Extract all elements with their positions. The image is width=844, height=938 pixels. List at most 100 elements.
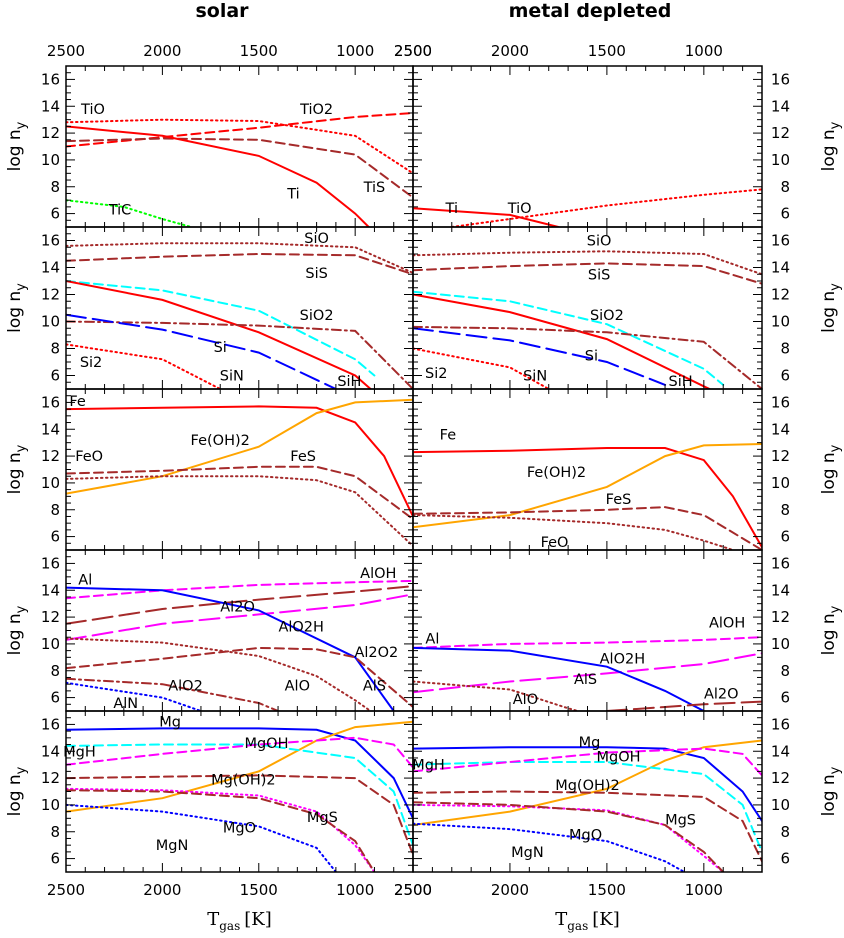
x-tick-label-bottom: 2500 — [394, 881, 432, 899]
y-tick-label-left: 16 — [41, 70, 60, 88]
series-line-r1c0-3 — [66, 280, 372, 389]
series-line-r3c1-2 — [413, 646, 705, 711]
y-tick-label-right: 6 — [780, 528, 790, 546]
y-tick-label-left: 14 — [41, 259, 60, 277]
panel-r4-c0: Mg MgH MgOH Mg(OH)2 MgS MgO MgN — [63, 710, 414, 873]
series-line-r2c1-1 — [413, 443, 762, 529]
y-tick-label-left: 12 — [41, 769, 60, 787]
x-tick-label-bottom: 2000 — [143, 881, 181, 899]
y-tick-label-left: 10 — [41, 796, 60, 814]
curve-label: SiO — [587, 234, 612, 250]
series-line-r4c1-0 — [413, 746, 762, 822]
tick-marks — [412, 388, 763, 551]
panel-r0-c0: TiO TiO2 TiS Ti TiC — [65, 65, 414, 228]
x-tick-label-bottom: 2500 — [394, 881, 432, 899]
curve-label: SiO — [304, 231, 329, 247]
series-line-r1c0-5 — [66, 313, 337, 389]
curve-label: Fe — [440, 428, 457, 444]
curve-label: MgS — [665, 813, 696, 829]
series-line-r0c0-0 — [66, 118, 413, 175]
y-tick-label-right: 14 — [771, 259, 790, 277]
series-line-r3c0-0 — [66, 579, 413, 600]
y-axis-label-left: log ny — [5, 605, 29, 655]
x-tick-label-top: 2000 — [143, 42, 181, 60]
series-line-r1c1-4 — [413, 325, 762, 389]
y-tick-label-right: 8 — [780, 662, 790, 680]
y-tick-label-left: 14 — [41, 742, 60, 760]
series-line-r0c0-2 — [66, 137, 413, 199]
y-tick-label-right: 14 — [771, 581, 790, 599]
curve-label: AlO — [285, 679, 310, 695]
x-tick-label-bottom: 1500 — [588, 881, 626, 899]
series-line-r4c0-2 — [66, 743, 413, 847]
y-tick-label-left: 16 — [41, 393, 60, 411]
series-line-r3c0-7 — [66, 681, 202, 711]
curve-label: Al2O — [704, 687, 739, 703]
y-tick-label-right: 16 — [771, 554, 790, 572]
curve-label: SiH — [668, 374, 692, 390]
curve-label: FeS — [290, 449, 316, 465]
y-tick-label-left: 10 — [41, 474, 60, 492]
panel-r3-c0: Al AlOH Al2O AlO2H Al2O2 AlO2 AlO AlS AlN — [65, 549, 414, 712]
y-tick-label-right: 12 — [771, 447, 790, 465]
y-tick-label-left: 12 — [41, 447, 60, 465]
y-tick-label-right: 16 — [771, 232, 790, 250]
curve-label: Al2O — [220, 599, 255, 615]
curve-label: Si2 — [80, 355, 102, 371]
series-line-r0c1-0 — [413, 207, 560, 227]
curve-label: AlO2H — [600, 652, 646, 668]
series-line-r4c1-4 — [413, 790, 762, 863]
curve-label: Al — [78, 573, 92, 589]
series-line-r4c0-7 — [66, 789, 376, 872]
series-line-r4c0-1 — [66, 720, 413, 813]
curve-label: FeO — [541, 535, 569, 551]
y-tick-label-left: 12 — [41, 124, 60, 142]
tick-marks — [412, 226, 763, 390]
panel-frame — [65, 710, 414, 873]
curve-label: AlOH — [360, 566, 396, 582]
series-line-r1c0-2 — [66, 280, 376, 377]
curve-label: Si — [585, 348, 598, 364]
curve-label: MgO — [569, 827, 602, 843]
series-line-r1c0-0 — [66, 242, 413, 274]
panel-r0-c1: Ti TiO — [412, 65, 763, 228]
x-tick-label-top: 2000 — [491, 42, 529, 60]
y-tick-label-left: 12 — [41, 608, 60, 626]
y-tick-label-right: 16 — [771, 715, 790, 733]
panel-r1-c1: SiO SiS SiO2 Si SiN SiH Si2 — [412, 226, 763, 390]
y-tick-label-right: 8 — [780, 501, 790, 519]
series-line-r1c1-2 — [413, 290, 725, 386]
y-tick-label-left: 6 — [50, 689, 60, 707]
y-tick-label-left: 8 — [50, 340, 60, 358]
y-tick-label-left: 14 — [41, 420, 60, 438]
y-tick-label-left: 16 — [41, 554, 60, 572]
y-tick-label-right: 6 — [780, 850, 790, 868]
y-axis-label-left: log ny — [5, 283, 29, 333]
series-line-r4c0-3 — [66, 736, 413, 769]
curve-label: SiN — [523, 369, 547, 385]
panel-frame — [412, 65, 763, 228]
curve-label: SiO2 — [300, 308, 334, 324]
curve-label: AlO2H — [278, 619, 324, 635]
y-tick-label-right: 12 — [771, 286, 790, 304]
curve-label: Mg — [159, 715, 181, 731]
curve-label: MgN — [156, 838, 189, 854]
curve-label: SiN — [220, 369, 244, 385]
curve-label: Mg — [579, 735, 601, 751]
panel-r2-c1: Fe Fe(OH)2 FeS FeO — [412, 388, 763, 551]
curve-label: Al — [425, 632, 439, 648]
y-tick-label-right: 12 — [771, 124, 790, 142]
title-left: solar — [195, 0, 249, 22]
y-axis-label-left: log ny — [5, 121, 29, 171]
y-axis-label-right: log ny — [819, 283, 843, 333]
x-tick-label-bottom: 1000 — [685, 881, 723, 899]
y-tick-label-left: 8 — [50, 823, 60, 841]
tick-marks — [65, 549, 414, 712]
y-tick-label-right: 10 — [771, 474, 790, 492]
y-tick-label-right: 10 — [771, 151, 790, 169]
series-line-r3c1-3 — [605, 700, 762, 711]
x-tick-label-top: 1000 — [685, 42, 723, 60]
series-line-r4c0-6 — [66, 803, 337, 872]
